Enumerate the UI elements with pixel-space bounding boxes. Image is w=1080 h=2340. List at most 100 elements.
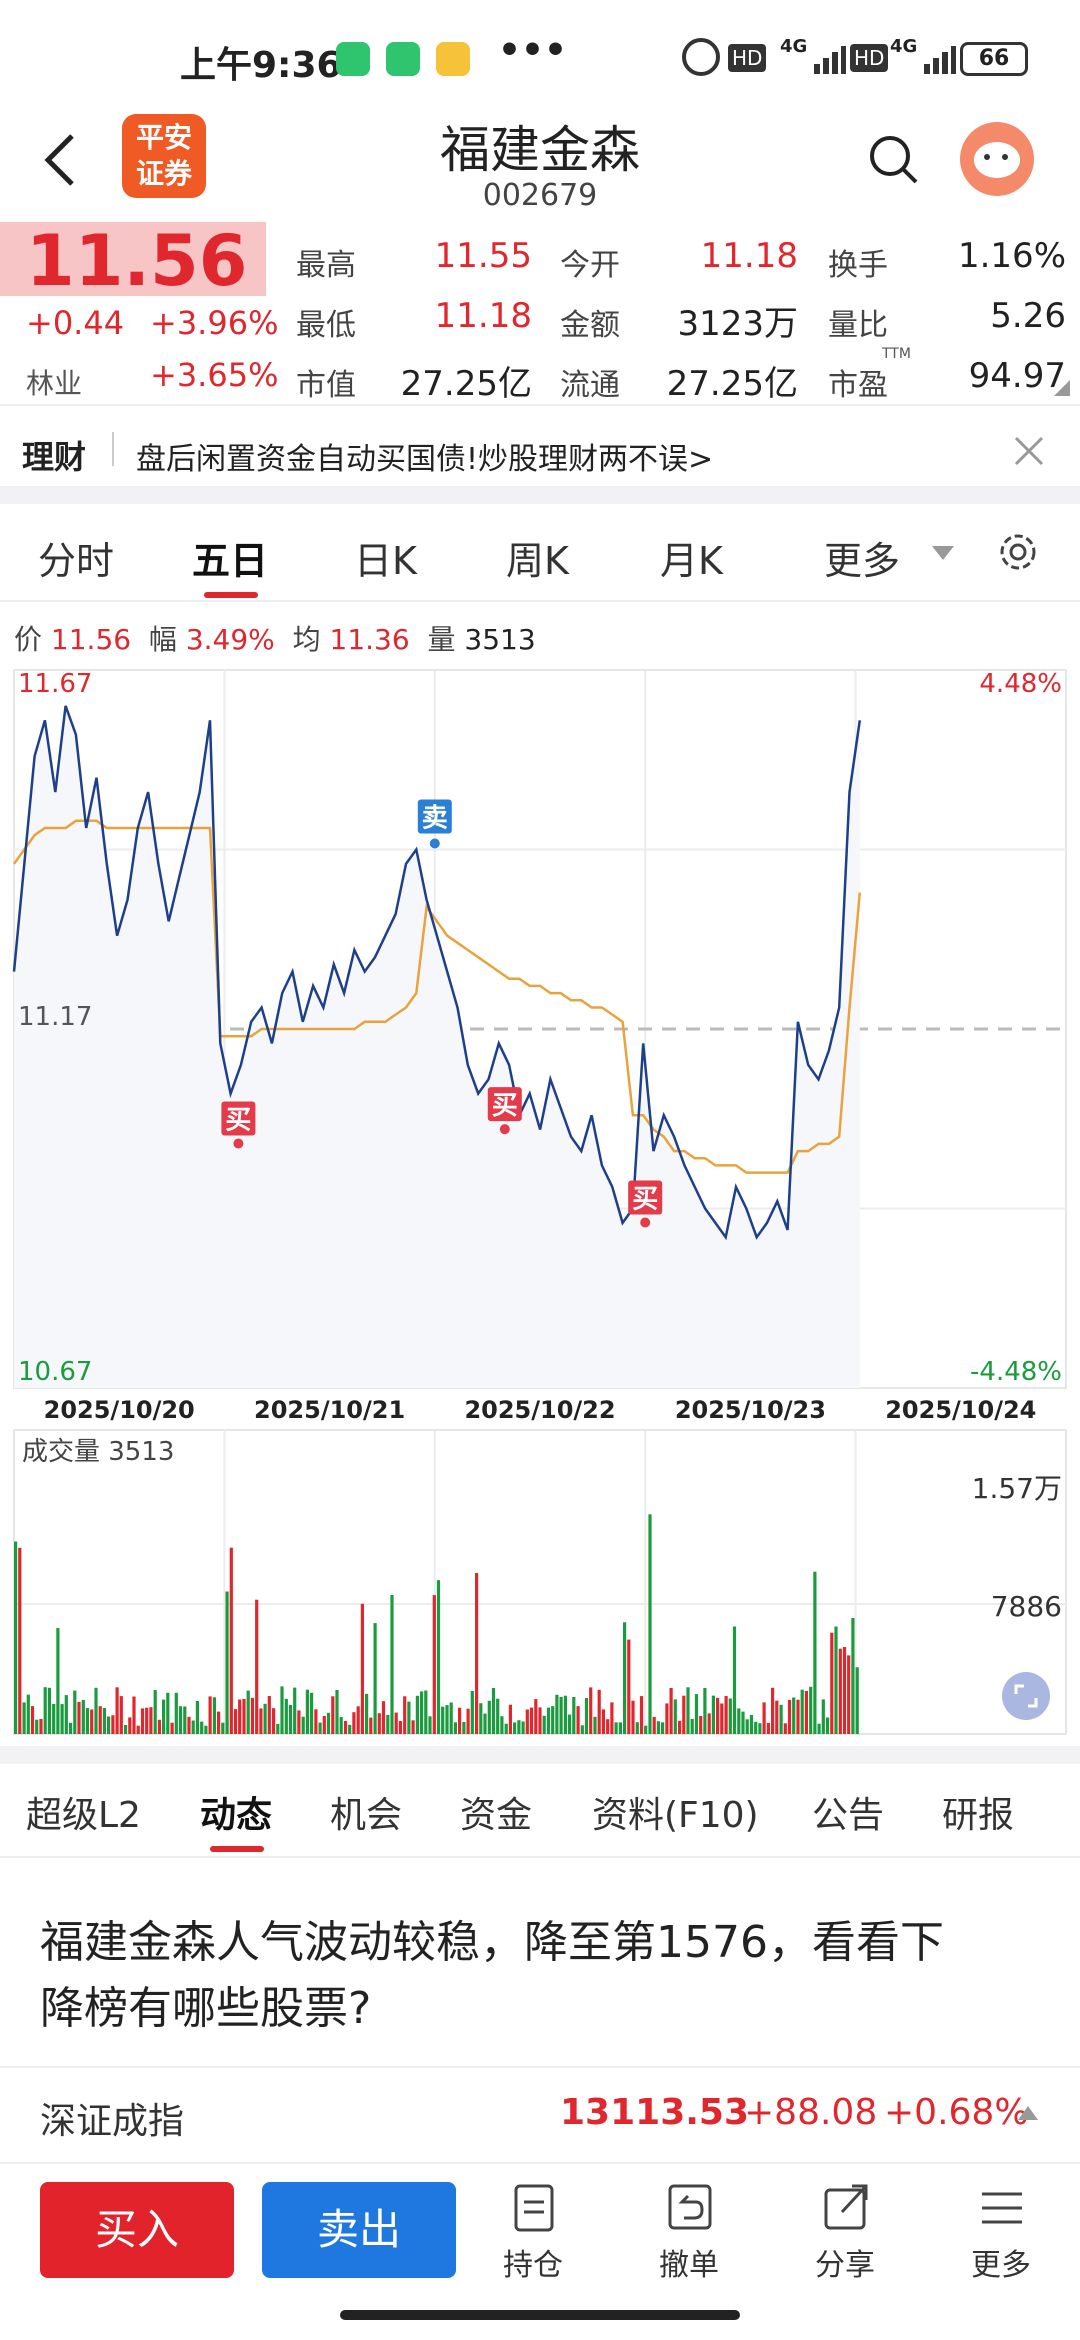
volume-bar [475,1573,479,1734]
volume-bar [508,1704,512,1734]
banner-tag: 理财 [22,438,87,476]
volume-bar [335,1690,339,1734]
expand-corner-icon[interactable] [1054,380,1070,396]
volume-bar [542,1715,546,1734]
tab-five-day[interactable]: 五日 [192,539,269,583]
volume-bar [94,1687,98,1734]
trade-marker-dot [429,838,440,849]
gear-icon[interactable] [996,530,1040,574]
volume-bar [855,1667,859,1734]
tab-intraday[interactable]: 分时 [38,539,115,583]
sell-button[interactable]: 卖出 [262,2182,456,2278]
five-day-price-chart[interactable]: 11.67 11.17 10.67 4.48% -4.48% 2025/10/20 2025… [0,664,1080,1424]
buy-button[interactable]: 买入 [40,2182,234,2278]
volume-bar [661,1722,665,1734]
volume-bar [830,1632,834,1734]
volume-bar [813,1571,817,1734]
volume-bar [128,1717,132,1734]
volume-bar [483,1713,487,1734]
stock-code: 002679 [482,178,598,213]
volume-bar [639,1696,644,1734]
volume-bar [690,1719,694,1734]
volume-bar [669,1688,673,1734]
menu-icon [982,2192,1022,2224]
tab-funds[interactable]: 资金 [460,1795,533,1836]
undo-icon [668,2184,712,2230]
volume-bar [432,1595,436,1734]
trade-marker-label: 买 [492,1091,518,1121]
holdings-button[interactable]: 持仓 [488,2180,578,2284]
volume-bar [56,1628,60,1734]
volume-bar [458,1707,462,1734]
volume-bar [111,1715,115,1734]
news-headline[interactable]: 福建金森人气波动较稳，降至第1576，看看下 降榜有哪些股票? [40,1917,944,2034]
sector-name: 林业 [26,367,83,400]
volume-bar [35,1719,39,1734]
volume-bar [102,1708,106,1734]
volume-bar [246,1690,250,1734]
field-label: 市盈 [828,368,888,403]
share-button[interactable]: 分享 [800,2180,890,2284]
more-button[interactable]: 更多 [956,2180,1046,2284]
banner-text: 盘后闲置资金自动买国债!炒股理财两不误> [136,442,714,477]
volume-bar [149,1707,153,1734]
volume-bar [737,1708,741,1734]
tab-daily-k[interactable]: 日K [354,539,417,583]
volume-bar [741,1711,745,1734]
volume-bar [809,1686,813,1734]
volume-bar [348,1724,352,1734]
network-label: 4G [890,36,918,57]
volume-bar [601,1709,605,1734]
volume-bar [386,1714,390,1734]
search-icon[interactable] [866,132,922,188]
volume-bar [462,1722,466,1734]
volume-bar [834,1626,838,1734]
volume-title: 成交量 3513 [22,1437,174,1467]
crosshair-info: 价 11.56 幅 3.49% 均 11.36 量 3513 [14,623,536,656]
chevron-down-icon[interactable] [932,546,954,560]
volume-bar [85,1708,90,1734]
tab-f10[interactable]: 资料(F10) [592,1795,759,1836]
back-arrow-icon[interactable] [40,130,80,190]
more-notifications-icon: ••• [498,30,568,71]
volume-bar [817,1723,821,1734]
volume-tick-label: 1.57万 [972,1472,1062,1505]
assistant-avatar[interactable] [960,122,1034,196]
tab-more[interactable]: 更多 [824,539,901,583]
alarm-icon [682,38,720,76]
tab-news[interactable]: 动态 [200,1795,273,1836]
volume-bar [635,1722,639,1734]
volume-bar [707,1713,711,1734]
volume-bar [525,1709,529,1734]
volume-bar [280,1686,284,1734]
volume-bar [200,1721,204,1734]
tab-monthly-k[interactable]: 月K [660,539,723,583]
x-tick-label: 2025/10/22 [464,1396,615,1424]
tab-super-l2[interactable]: 超级L2 [26,1795,141,1836]
tab-weekly-k[interactable]: 周K [506,539,569,583]
tab-research[interactable]: 研报 [942,1795,1015,1836]
volume-bar [804,1691,808,1734]
volume-bar [703,1688,707,1734]
volume-bar [517,1720,521,1734]
tab-announcements[interactable]: 公告 [812,1795,885,1836]
volume-chart[interactable]: 成交量 3513 1.57万 7886 [0,1424,1080,1744]
document-icon [514,2184,554,2232]
volume-bar [420,1691,424,1734]
volume-bar [39,1719,43,1734]
volume-bar [847,1655,851,1734]
volume-bar [356,1706,360,1734]
close-icon[interactable] [1012,434,1046,468]
x-tick-label: 2025/10/23 [675,1396,826,1424]
volume-bar [424,1690,428,1734]
volume-bar [551,1706,555,1734]
chevron-up-icon[interactable] [1018,2106,1038,2120]
status-time: 上午9:36 [180,45,342,86]
volume-bar [195,1701,199,1734]
volume-bar [331,1696,335,1734]
index-ticker[interactable]: 深证成指 13113.53 +88.08 +0.68% [0,2068,1080,2162]
cancel-order-button[interactable]: 撤单 [644,2180,734,2284]
tab-opportunity[interactable]: 机会 [330,1795,403,1836]
promo-banner[interactable]: 理财 盘后闲置资金自动买国债!炒股理财两不误> [0,406,1080,486]
fullscreen-icon[interactable] [1002,1672,1050,1720]
